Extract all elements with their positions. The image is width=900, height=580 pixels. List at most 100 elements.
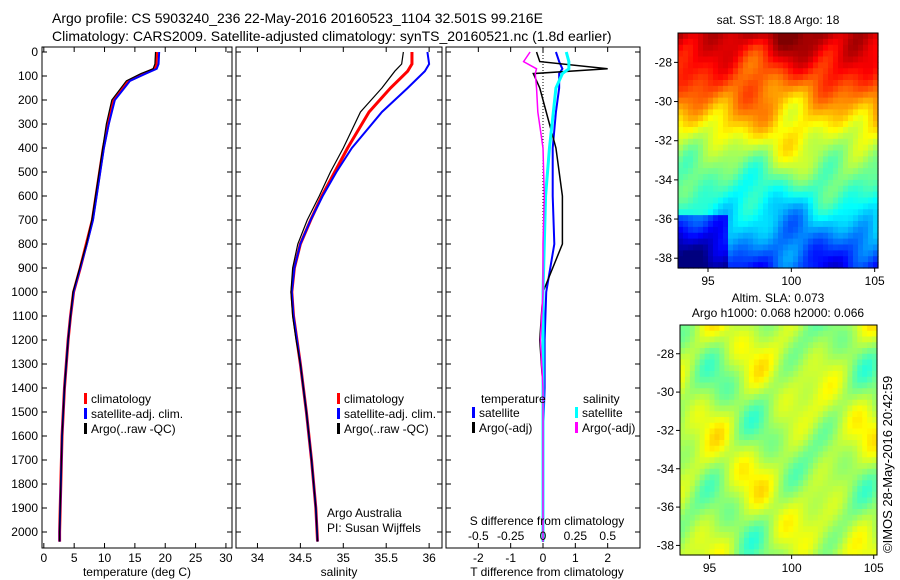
sla-map-cell (734, 474, 740, 481)
sla-map-cell (758, 411, 765, 418)
title-line-1: Argo profile: CS 5903240_236 22-May-2016… (52, 10, 543, 26)
sst-map-cell (858, 109, 864, 116)
sst-map-cell (813, 115, 819, 122)
sla-map-cell (872, 509, 878, 516)
sst-map-cell (728, 203, 734, 210)
sst-map-cell (813, 85, 819, 93)
sla-map-cell (822, 440, 829, 447)
sst-map-cell (693, 191, 699, 199)
sst-map-cell (683, 197, 689, 204)
sst-map-cell (808, 56, 814, 63)
sla-map-cell (734, 365, 740, 372)
sst-map-cell (808, 33, 814, 40)
y-tick-label: 1800 (11, 477, 38, 491)
sla-map-cell (714, 371, 720, 378)
sst-map-cell (733, 127, 739, 134)
sla-map-cell (694, 336, 701, 343)
sla-map-cell (867, 440, 873, 447)
sla-map-cell (724, 468, 730, 476)
sst-map-cell (843, 185, 849, 193)
sst-map-cell (788, 203, 794, 210)
sst-map-cell (793, 62, 799, 69)
legend-label: satellite-adj. clim. (91, 407, 183, 421)
sla-map-cell (808, 520, 814, 527)
sla-map-cell (729, 549, 735, 556)
sla-map-cell (857, 497, 863, 504)
sst-map-cell (808, 162, 814, 169)
y-tick-label: 900 (18, 261, 38, 275)
sla-map-cell (803, 394, 809, 401)
sla-map-cell (773, 428, 780, 435)
sst-map-cell (868, 138, 874, 146)
sst-map-cell (723, 50, 729, 58)
sla-map-cell (783, 514, 789, 522)
sla-map-cell (788, 509, 794, 516)
sla-map-cell (783, 480, 789, 487)
sla-map-cell (699, 463, 706, 470)
sla-map-cell (768, 371, 775, 378)
sla-map-cell (680, 348, 686, 355)
sla-map-cell (847, 514, 853, 522)
sst-map-cell (848, 115, 854, 122)
sla-map-cell (773, 399, 780, 407)
sst-map-cell (703, 103, 709, 110)
sst-map-cell (818, 38, 824, 46)
sla-map-cell (768, 359, 775, 366)
sla-map-cell (734, 353, 740, 361)
sla-map-cell (753, 486, 760, 493)
sla-map-cell (758, 451, 765, 458)
sla-map-cell (748, 514, 755, 522)
sst-map-cell (853, 191, 859, 199)
sla-map-cell (862, 359, 868, 366)
sst-map-cell (788, 62, 794, 69)
sst-map-cell (733, 74, 739, 81)
sla-map-cell (753, 325, 760, 332)
x-tick-label: 10 (98, 551, 112, 565)
sst-map-cell (828, 121, 834, 128)
sst-map-cell (843, 262, 849, 269)
sst-map-cell (808, 203, 814, 210)
sla-map-cell (748, 445, 755, 453)
sla-map-cell (684, 434, 691, 441)
sst-map-cell (868, 203, 874, 210)
sla-map-cell (842, 325, 849, 332)
sst-map-cell (848, 127, 854, 134)
sla-map-cell (709, 359, 716, 366)
sst-map-cell (683, 62, 689, 69)
sst-map-cell (753, 74, 759, 81)
sst-map-cell (793, 156, 799, 163)
sla-map-cell (689, 353, 696, 361)
sla-map-cell (822, 428, 829, 435)
sla-map-cell (862, 394, 868, 401)
sst-map-cell (748, 44, 754, 52)
sst-map-cell (748, 179, 754, 187)
sst-map-cell (733, 209, 739, 216)
sst-map-cell (858, 209, 864, 216)
sla-map-cell (729, 463, 735, 470)
sla-map-cell (837, 405, 844, 412)
sla-map-cell (862, 468, 868, 476)
sla-map-cell (798, 451, 804, 458)
sla-map-cell (788, 399, 794, 407)
sst-map-cell (718, 132, 724, 140)
sst-map-cell (728, 256, 734, 263)
sst-map-cell (723, 33, 729, 40)
sla-map-cell (714, 330, 720, 338)
sst-map-cell (828, 256, 834, 263)
sst-map-cell (873, 203, 879, 210)
sla-map-cell (748, 434, 755, 441)
sla-map-cell (872, 468, 878, 476)
sla-map-cell (778, 514, 785, 522)
sst-map-cell (873, 150, 879, 157)
x-tick-label: 15 (128, 551, 142, 565)
sst-map-cell (688, 127, 694, 134)
sst-map-cell (783, 262, 789, 269)
sst-map-cell (793, 221, 799, 228)
sla-map-cell (867, 486, 873, 493)
sla-map-cell (793, 417, 799, 424)
sst-map-cell (833, 44, 839, 52)
sst-map-cell (743, 232, 749, 240)
sst-map-cell (873, 174, 879, 181)
sla-map-cell (812, 394, 819, 401)
sla-map-cell (773, 468, 780, 476)
